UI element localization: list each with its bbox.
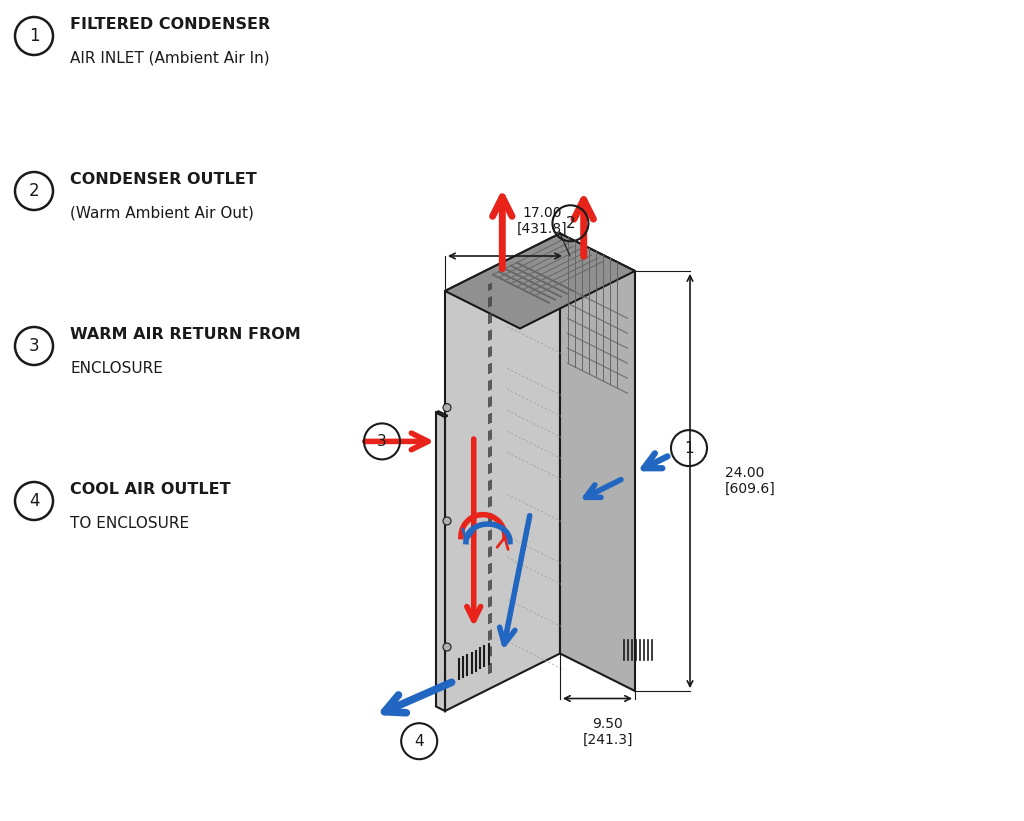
Circle shape	[443, 517, 451, 525]
Text: 2: 2	[565, 216, 575, 231]
Circle shape	[443, 404, 451, 411]
Text: 2: 2	[29, 182, 39, 200]
Polygon shape	[436, 411, 447, 417]
Text: WARM AIR RETURN FROM: WARM AIR RETURN FROM	[70, 327, 301, 342]
Text: 3: 3	[29, 337, 39, 355]
Polygon shape	[445, 233, 560, 711]
Text: 1: 1	[684, 441, 694, 456]
Polygon shape	[436, 412, 445, 711]
Text: TO ENCLOSURE: TO ENCLOSURE	[70, 516, 189, 530]
Text: 24.00
[609.6]: 24.00 [609.6]	[725, 466, 776, 496]
Text: 17.00
[431.8]: 17.00 [431.8]	[517, 206, 568, 236]
Text: (Warm Ambient Air Out): (Warm Ambient Air Out)	[70, 205, 254, 221]
Text: CONDENSER OUTLET: CONDENSER OUTLET	[70, 172, 257, 186]
Polygon shape	[560, 233, 635, 691]
Text: ENCLOSURE: ENCLOSURE	[70, 360, 163, 375]
Text: COOL AIR OUTLET: COOL AIR OUTLET	[70, 481, 230, 497]
Circle shape	[443, 643, 451, 651]
Text: 4: 4	[29, 492, 39, 510]
Text: AIR INLET (Ambient Air In): AIR INLET (Ambient Air In)	[70, 51, 269, 66]
Text: FILTERED CONDENSER: FILTERED CONDENSER	[70, 16, 270, 31]
Text: 4: 4	[415, 734, 424, 749]
Text: 3: 3	[377, 434, 387, 449]
Text: 1: 1	[29, 27, 39, 45]
Polygon shape	[445, 233, 635, 328]
Text: 9.50
[241.3]: 9.50 [241.3]	[583, 717, 633, 747]
